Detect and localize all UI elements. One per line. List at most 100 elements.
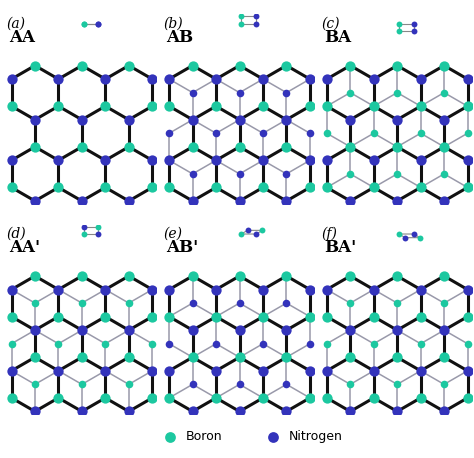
Point bbox=[125, 327, 133, 334]
Point bbox=[393, 408, 401, 415]
Point bbox=[283, 143, 290, 151]
Text: (e): (e) bbox=[164, 227, 183, 241]
Point bbox=[252, 230, 260, 238]
Point bbox=[31, 327, 39, 334]
Text: AB: AB bbox=[166, 29, 193, 46]
Point bbox=[464, 394, 471, 402]
Point bbox=[125, 62, 133, 69]
Point bbox=[370, 313, 377, 320]
Point bbox=[189, 116, 196, 123]
Point bbox=[306, 394, 314, 402]
Point bbox=[8, 340, 15, 347]
Point bbox=[393, 408, 401, 415]
Point bbox=[212, 103, 220, 110]
Point bbox=[323, 313, 330, 320]
Point bbox=[189, 116, 196, 123]
Point bbox=[101, 184, 109, 191]
Point bbox=[283, 381, 290, 388]
Point bbox=[393, 381, 401, 388]
Point bbox=[78, 197, 86, 205]
Point bbox=[236, 89, 243, 96]
Text: AA': AA' bbox=[9, 240, 40, 256]
Point bbox=[165, 286, 173, 293]
Point bbox=[283, 408, 290, 415]
Point bbox=[346, 300, 354, 307]
Point bbox=[101, 157, 109, 164]
Point bbox=[189, 327, 196, 334]
Point bbox=[464, 130, 471, 137]
Point bbox=[212, 184, 220, 191]
Point bbox=[393, 143, 401, 151]
Point bbox=[8, 184, 15, 191]
Point bbox=[259, 340, 267, 347]
Point bbox=[78, 381, 86, 388]
Point bbox=[440, 170, 448, 178]
Point bbox=[165, 367, 173, 375]
Point bbox=[464, 340, 471, 347]
Point bbox=[101, 184, 109, 191]
Point bbox=[31, 116, 39, 123]
Point bbox=[393, 273, 401, 280]
Point bbox=[440, 327, 448, 334]
Point bbox=[283, 116, 290, 123]
Point bbox=[346, 89, 354, 96]
Point bbox=[370, 394, 377, 402]
Point bbox=[464, 184, 471, 191]
Point bbox=[148, 367, 156, 375]
Point bbox=[283, 273, 290, 280]
Point bbox=[165, 76, 173, 83]
Point bbox=[8, 76, 15, 83]
Point bbox=[80, 20, 87, 27]
Point bbox=[80, 20, 87, 27]
Point bbox=[346, 62, 354, 69]
Point bbox=[323, 130, 330, 137]
Point bbox=[417, 394, 424, 402]
Point bbox=[212, 76, 220, 83]
Point bbox=[393, 89, 401, 96]
Point bbox=[125, 354, 133, 361]
Point bbox=[236, 300, 243, 307]
Text: AA: AA bbox=[9, 29, 35, 46]
Point bbox=[8, 286, 15, 293]
Point bbox=[8, 103, 15, 110]
Point bbox=[55, 76, 62, 83]
Point bbox=[101, 367, 109, 375]
Point bbox=[148, 103, 156, 110]
Point bbox=[189, 197, 196, 205]
Point bbox=[125, 197, 133, 205]
Point bbox=[212, 394, 220, 402]
Point bbox=[393, 197, 401, 205]
Point bbox=[31, 143, 39, 151]
Point bbox=[259, 103, 267, 110]
Point bbox=[306, 340, 314, 347]
Point bbox=[417, 103, 424, 110]
Point bbox=[237, 230, 245, 238]
Point bbox=[370, 184, 377, 191]
Point bbox=[417, 157, 424, 164]
Point bbox=[165, 157, 173, 164]
Point bbox=[148, 157, 156, 164]
Point bbox=[346, 327, 354, 334]
Point bbox=[78, 197, 86, 205]
Point bbox=[346, 170, 354, 178]
Point bbox=[31, 197, 39, 205]
Point bbox=[259, 367, 267, 375]
Point bbox=[306, 157, 314, 164]
Point bbox=[306, 157, 314, 164]
Point bbox=[417, 340, 424, 347]
Point bbox=[440, 408, 448, 415]
Text: (c): (c) bbox=[321, 16, 340, 30]
Point bbox=[101, 313, 109, 320]
Point bbox=[417, 367, 424, 375]
Point bbox=[401, 234, 409, 241]
Point bbox=[31, 300, 39, 307]
Point bbox=[189, 381, 196, 388]
Point bbox=[101, 76, 109, 83]
Point bbox=[323, 340, 330, 347]
Point bbox=[125, 143, 133, 151]
Point bbox=[393, 327, 401, 334]
Point bbox=[283, 62, 290, 69]
Point bbox=[236, 197, 243, 205]
Point bbox=[283, 300, 290, 307]
Point bbox=[101, 103, 109, 110]
